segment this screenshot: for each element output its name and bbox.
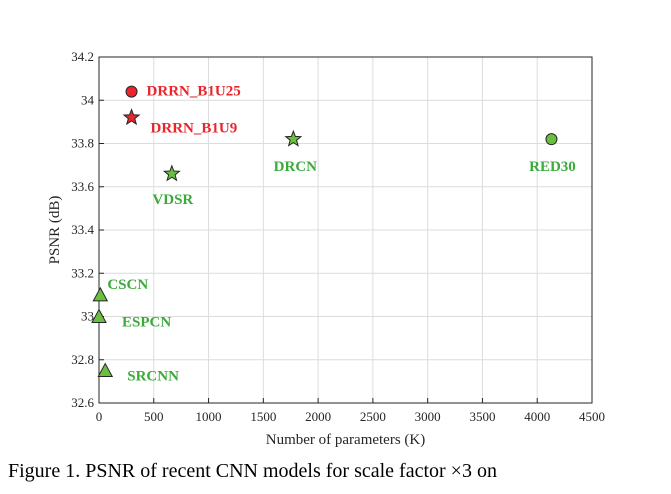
x-tick-label: 2000 xyxy=(305,409,331,424)
y-tick-label: 33.8 xyxy=(71,136,94,151)
y-tick-label: 32.6 xyxy=(71,395,94,410)
label-espcn: ESPCN xyxy=(122,315,171,331)
psnr-scatter-chart: 0 500 1000 1500 2000 2500 3000 3500 4000 4500 32.… xyxy=(47,49,605,448)
point-vdsr xyxy=(162,164,181,182)
point-drcn xyxy=(284,129,303,147)
point-cscn xyxy=(92,286,109,302)
data-points xyxy=(91,85,558,378)
point-red30 xyxy=(545,133,558,146)
x-tick-label: 2500 xyxy=(360,409,386,424)
point-drrn-b1u25 xyxy=(125,85,138,98)
point-espcn xyxy=(91,308,107,323)
grid-lines xyxy=(98,56,593,404)
label-drrn-b1u25: DRRN_B1U25 xyxy=(147,84,241,100)
point-labels: DRRN_B1U25 DRRN_B1U9 DRCN RED30 VDSR CSCN ESPC… xyxy=(107,84,575,385)
x-tick-label: 1000 xyxy=(196,409,222,424)
x-tick-label: 1500 xyxy=(250,409,276,424)
point-drrn-b1u9 xyxy=(122,108,141,126)
x-axis-ticks: 0 500 1000 1500 2000 2500 3000 3500 4000 4500 xyxy=(96,398,605,424)
x-tick-label: 4000 xyxy=(524,409,550,424)
x-tick-label: 500 xyxy=(144,409,164,424)
label-vdsr: VDSR xyxy=(152,192,193,208)
x-tick-label: 4500 xyxy=(579,409,605,424)
label-srcnn: SRCNN xyxy=(127,369,179,385)
figure-caption: Figure 1. PSNR of recent CNN models for … xyxy=(8,460,497,482)
x-tick-label: 3500 xyxy=(469,409,495,424)
label-red30: RED30 xyxy=(529,159,576,175)
y-tick-label: 33.6 xyxy=(71,179,94,194)
y-axis-ticks: 32.6 32.8 33 33.2 33.4 33.6 33.8 34 34.2 xyxy=(71,49,104,410)
y-tick-label: 33.2 xyxy=(71,265,94,280)
label-cscn: CSCN xyxy=(107,277,148,293)
label-drcn: DRCN xyxy=(274,159,317,175)
y-tick-label: 33 xyxy=(81,309,94,324)
label-drrn-b1u9: DRRN_B1U9 xyxy=(151,121,238,137)
y-tick-label: 34.2 xyxy=(71,49,94,64)
x-tick-label: 0 xyxy=(96,409,103,424)
y-tick-label: 33.4 xyxy=(71,222,94,237)
y-tick-label: 34 xyxy=(81,92,95,107)
x-tick-label: 3000 xyxy=(415,409,441,424)
point-srcnn xyxy=(97,362,114,378)
y-tick-label: 32.8 xyxy=(71,352,94,367)
x-axis-label: Number of parameters (K) xyxy=(266,432,426,448)
y-axis-label: PSNR (dB) xyxy=(47,196,63,265)
